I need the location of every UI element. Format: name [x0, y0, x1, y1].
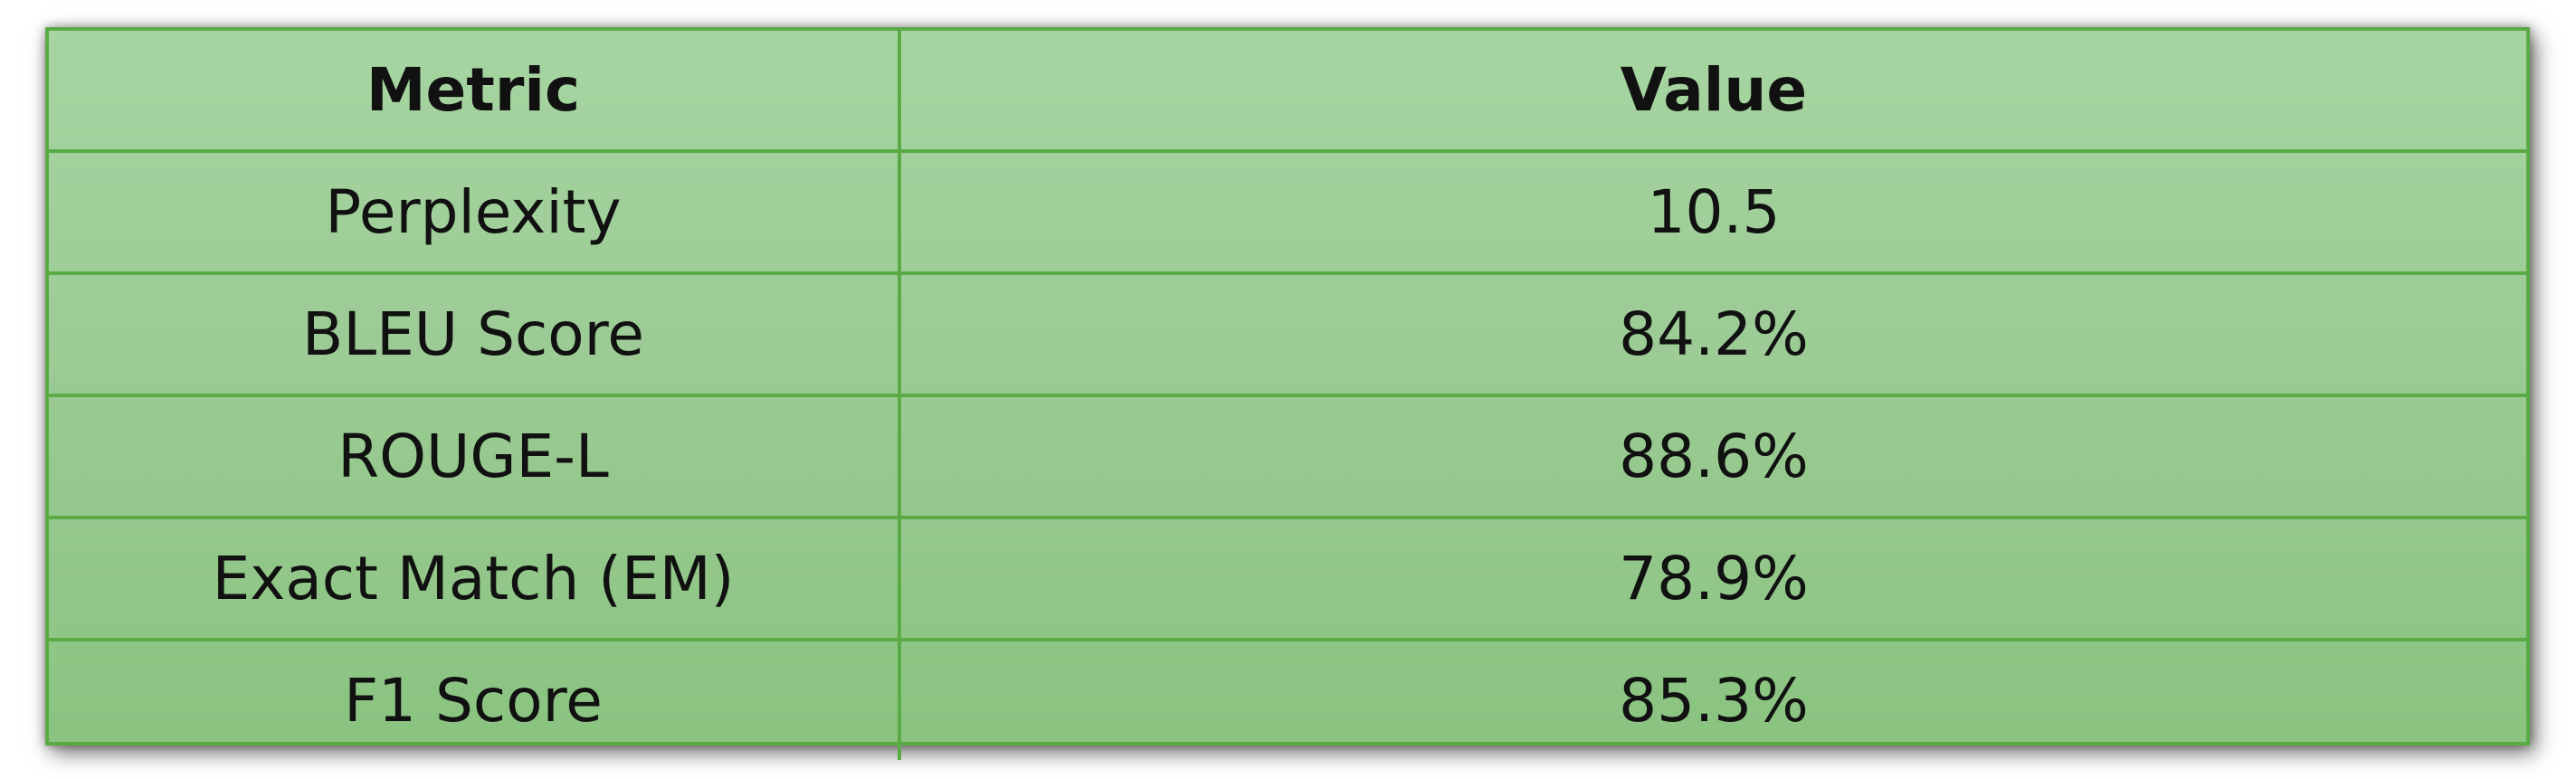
metric-cell: Exact Match (EM)	[49, 516, 901, 641]
metric-cell: Perplexity	[49, 149, 901, 275]
table-header-row: Metric Value	[49, 31, 2526, 153]
table-row: BLEU Score 84.2%	[49, 271, 2526, 397]
value-cell: 85.3%	[898, 638, 2526, 760]
metrics-table: Metric Value Perplexity 10.5 BLEU Score …	[49, 31, 2526, 760]
metrics-table-container: Metric Value Perplexity 10.5 BLEU Score …	[45, 27, 2530, 760]
metric-cell: ROUGE-L	[49, 394, 901, 519]
header-value: Value	[898, 31, 2526, 153]
value-cell: 84.2%	[898, 271, 2526, 397]
metric-cell: BLEU Score	[49, 271, 901, 397]
value-cell: 10.5	[898, 149, 2526, 275]
table-row: ROUGE-L 88.6%	[49, 394, 2526, 519]
table-row: Perplexity 10.5	[49, 149, 2526, 275]
value-cell: 88.6%	[898, 394, 2526, 519]
table-row: F1 Score 85.3%	[49, 638, 2526, 760]
header-metric: Metric	[49, 31, 901, 153]
value-cell: 78.9%	[898, 516, 2526, 641]
table-row: Exact Match (EM) 78.9%	[49, 516, 2526, 641]
metric-cell: F1 Score	[49, 638, 901, 760]
